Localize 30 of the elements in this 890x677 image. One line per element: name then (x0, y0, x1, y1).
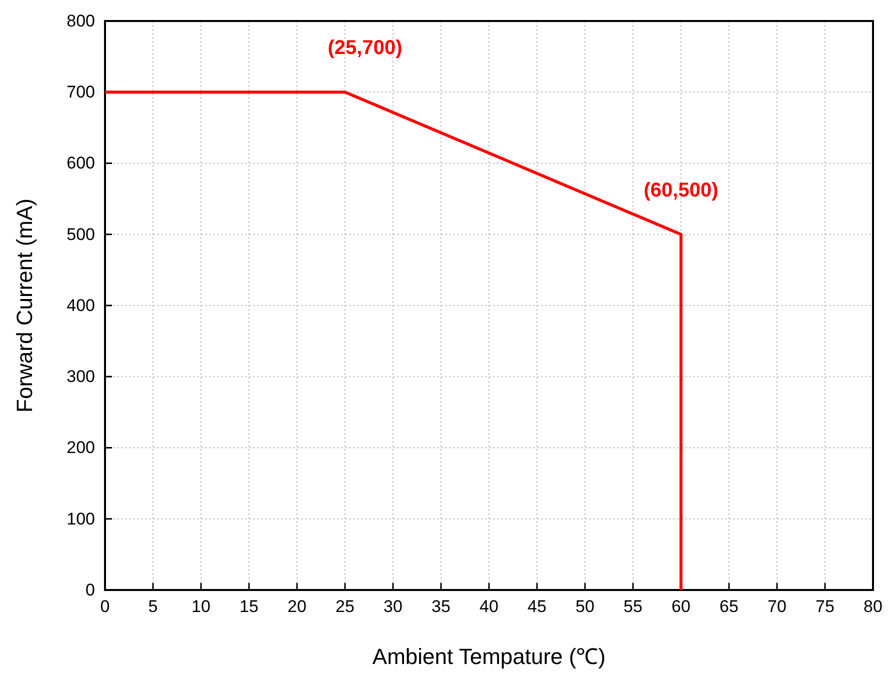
x-tick-label: 45 (528, 597, 546, 616)
x-tick-label: 15 (240, 597, 258, 616)
y-tick-label: 0 (86, 580, 95, 600)
x-tick-label: 10 (192, 597, 210, 616)
x-axis-title: Ambient Tempature (℃) (372, 644, 606, 669)
x-tick-label: 40 (480, 597, 498, 616)
x-tick-label: 25 (336, 597, 354, 616)
x-tick-label: 70 (768, 597, 786, 616)
x-tick-label: 65 (720, 597, 738, 616)
x-tick-label: 50 (576, 597, 594, 616)
x-tick-label: 60 (672, 597, 690, 616)
x-tick-label: 30 (384, 597, 402, 616)
x-tick-label: 55 (624, 597, 642, 616)
x-tick-label: 75 (816, 597, 834, 616)
x-tick-label: 5 (148, 597, 158, 616)
x-tick-label: 80 (864, 597, 882, 616)
y-tick-label: 100 (66, 509, 95, 528)
annotation: (25,700) (328, 37, 402, 60)
y-axis-title: Forward Current (mA) (12, 198, 37, 412)
annotation: (60,500) (644, 179, 718, 202)
y-tick-label: 200 (66, 438, 95, 458)
y-tick-label: 600 (66, 154, 95, 173)
x-tick-label: 35 (432, 597, 450, 616)
y-tick-label: 500 (66, 224, 95, 244)
y-tick-label: 800 (66, 11, 95, 30)
y-tick-label: 400 (66, 296, 95, 315)
y-tick-label: 300 (66, 367, 95, 386)
x-tick-label: 0 (100, 597, 110, 616)
y-tick-label: 700 (66, 82, 95, 102)
x-tick-label: 20 (288, 597, 306, 616)
